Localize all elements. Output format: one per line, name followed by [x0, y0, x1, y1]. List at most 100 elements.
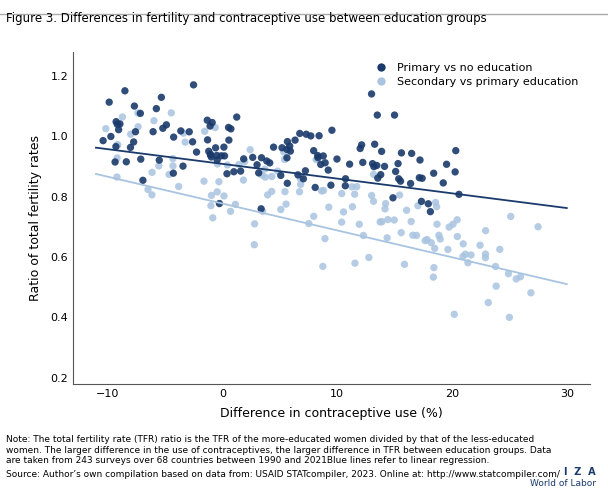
- Point: [429, 169, 438, 177]
- Point: [423, 200, 433, 208]
- Point: [320, 159, 330, 167]
- Point: [480, 254, 490, 262]
- Text: World of Labor: World of Labor: [530, 479, 596, 488]
- Point: [269, 143, 278, 151]
- Text: Figure 3. Differences in fertility and contraceptive use between education group: Figure 3. Differences in fertility and c…: [6, 12, 487, 25]
- Text: Note: The total fertility rate (TFR) ratio is the TFR of the more-educated women: Note: The total fertility rate (TFR) rat…: [6, 435, 551, 465]
- Point: [282, 146, 292, 154]
- Point: [207, 191, 216, 199]
- Point: [210, 123, 220, 131]
- Point: [475, 241, 485, 249]
- Point: [133, 109, 143, 117]
- Point: [290, 136, 300, 144]
- Point: [313, 154, 323, 161]
- Point: [179, 129, 188, 137]
- Point: [306, 132, 316, 140]
- Point: [285, 142, 295, 150]
- Point: [391, 168, 401, 176]
- Point: [452, 233, 462, 241]
- X-axis label: Difference in contraceptive use (%): Difference in contraceptive use (%): [220, 407, 443, 420]
- Point: [239, 155, 249, 163]
- Point: [206, 151, 215, 159]
- Point: [382, 234, 392, 242]
- Point: [396, 149, 406, 157]
- Point: [379, 162, 389, 170]
- Point: [533, 223, 543, 231]
- Point: [226, 125, 236, 133]
- Point: [337, 189, 347, 197]
- Point: [283, 179, 292, 187]
- Point: [202, 116, 212, 124]
- Point: [426, 208, 435, 215]
- Point: [438, 179, 448, 187]
- Point: [117, 113, 127, 121]
- Point: [280, 187, 290, 195]
- Point: [368, 197, 378, 205]
- Point: [313, 152, 323, 159]
- Point: [300, 167, 310, 175]
- Point: [314, 132, 324, 140]
- Point: [458, 252, 468, 260]
- Point: [112, 141, 122, 149]
- Text: I  Z  A: I Z A: [564, 467, 596, 477]
- Point: [154, 162, 164, 170]
- Point: [136, 109, 145, 117]
- Point: [286, 147, 295, 155]
- Point: [320, 235, 330, 243]
- Point: [131, 128, 140, 136]
- Point: [352, 183, 362, 190]
- Point: [347, 183, 357, 191]
- Point: [416, 197, 426, 205]
- Point: [115, 120, 125, 128]
- Point: [375, 218, 385, 226]
- Point: [380, 205, 390, 213]
- Point: [417, 174, 427, 182]
- Point: [317, 187, 326, 195]
- Point: [311, 155, 321, 163]
- Point: [299, 175, 308, 183]
- Point: [426, 239, 436, 246]
- Point: [114, 126, 123, 134]
- Point: [444, 223, 454, 231]
- Point: [147, 168, 157, 176]
- Point: [207, 153, 216, 161]
- Point: [101, 124, 111, 132]
- Point: [388, 194, 398, 202]
- Point: [240, 157, 250, 165]
- Point: [373, 174, 382, 182]
- Point: [495, 246, 505, 253]
- Point: [212, 156, 222, 164]
- Point: [318, 263, 328, 271]
- Point: [399, 260, 409, 268]
- Point: [249, 241, 259, 248]
- Point: [412, 231, 421, 239]
- Point: [430, 245, 440, 252]
- Point: [429, 273, 438, 281]
- Point: [212, 188, 222, 196]
- Point: [213, 160, 223, 168]
- Point: [413, 202, 423, 210]
- Point: [452, 216, 462, 224]
- Point: [367, 191, 376, 199]
- Point: [406, 180, 415, 187]
- Point: [256, 205, 266, 213]
- Point: [503, 270, 513, 277]
- Point: [394, 175, 404, 183]
- Point: [262, 157, 272, 165]
- Point: [267, 173, 277, 181]
- Point: [176, 127, 185, 135]
- Point: [443, 246, 453, 253]
- Point: [458, 240, 468, 248]
- Point: [368, 171, 378, 179]
- Point: [376, 171, 385, 179]
- Point: [232, 113, 241, 121]
- Point: [212, 152, 222, 159]
- Point: [133, 123, 143, 131]
- Point: [122, 158, 131, 166]
- Point: [120, 87, 130, 95]
- Point: [451, 168, 460, 176]
- Point: [319, 152, 328, 160]
- Point: [526, 289, 536, 297]
- Point: [461, 250, 471, 258]
- Point: [491, 263, 500, 271]
